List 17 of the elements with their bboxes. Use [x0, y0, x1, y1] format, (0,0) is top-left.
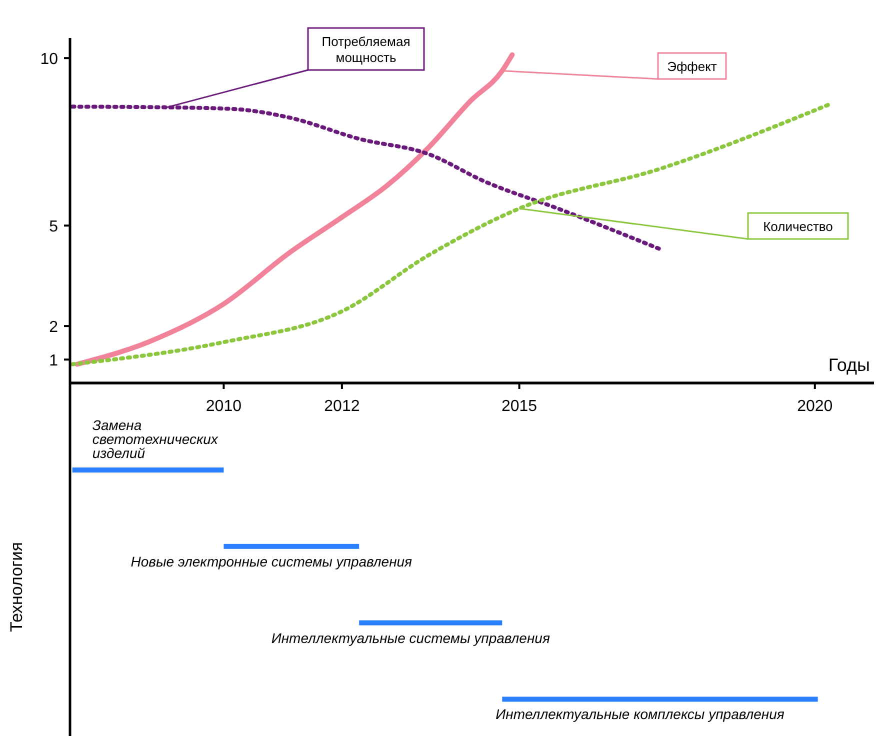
y-tick-label: Новые электронные системы управления [130, 553, 413, 570]
y-tick-label: Замена светотехнических изделий [92, 417, 219, 461]
x-tick-label: 2015 [501, 398, 538, 415]
y-axis-title: Технология [7, 542, 26, 632]
text: Эффект [667, 59, 717, 74]
x-tick-label: 2010 [206, 398, 242, 415]
x-tick-label: 2020 [797, 398, 833, 415]
y-tick-label: Интеллектуальные системы управления [271, 630, 550, 646]
y-tick-label: 5 [49, 218, 58, 236]
y-tick-label: 10 [40, 51, 58, 68]
y-tick-label: 1 [49, 352, 58, 370]
x-axis-title: Годы [828, 355, 870, 375]
text: Потребляемая мощность [322, 34, 410, 65]
text: Количество [763, 219, 833, 234]
y-tick-label: Интеллектуальные комплексы управления [496, 706, 785, 722]
y-tick-label: 2 [49, 319, 58, 336]
x-tick-label: 2012 [324, 398, 360, 415]
